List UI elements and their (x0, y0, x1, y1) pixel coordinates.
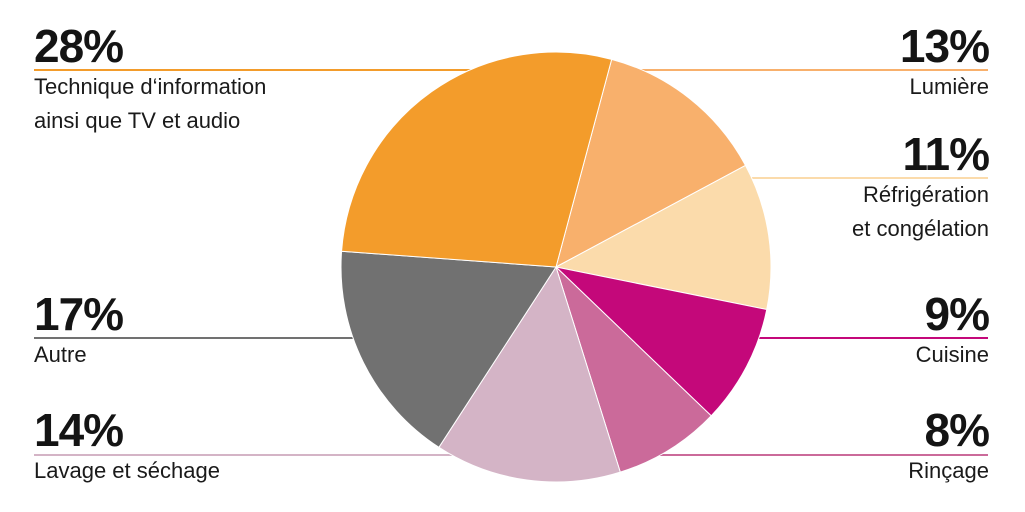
label-technique: 28% Technique d‘information ainsi que TV… (34, 22, 266, 138)
slice-name-technique: Technique d‘information ainsi que TV et … (34, 74, 267, 133)
label-autre: 17% Autre (34, 288, 124, 372)
label-lumiere: 13% Lumière (899, 20, 990, 104)
slice-percent-cuisine: 9% (924, 288, 990, 340)
pie-slice-rincage (555, 266, 712, 473)
slice-percent-rincage: 8% (924, 404, 990, 456)
slice-percent-lavage: 14% (34, 404, 124, 456)
slice-percent-autre: 17% (34, 288, 124, 340)
pie-slices (340, 51, 772, 483)
slice-name-refrigeration: Réfrigération et congélation (852, 182, 989, 241)
label-refrigeration: 11% Réfrigération et congélation (852, 128, 990, 246)
pie-slice-lavage (438, 265, 621, 483)
pie-slice-cuisine (554, 266, 768, 417)
slice-name-autre: Autre (34, 342, 87, 367)
pie-slice-technique (341, 51, 613, 268)
slice-name-cuisine: Cuisine (915, 342, 989, 367)
label-rincage: 8% Rinçage (908, 404, 990, 488)
slice-name-rincage: Rinçage (908, 458, 989, 483)
slice-name-lumiere: Lumière (909, 74, 989, 99)
label-cuisine: 9% Cuisine (915, 288, 990, 372)
leader-lines (34, 69, 988, 456)
pie-slice-autre (340, 250, 557, 449)
label-lavage: 14% Lavage et séchage (34, 406, 220, 488)
slice-name-lavage: Lavage et séchage (34, 458, 220, 483)
slice-percent-technique: 28% (34, 20, 124, 72)
pie-slice-refrigeration (554, 164, 772, 311)
slice-percent-lumiere: 13% (899, 20, 990, 72)
pie-slice-lumiere (555, 58, 747, 268)
slice-percent-refrigeration: 11% (902, 128, 990, 180)
